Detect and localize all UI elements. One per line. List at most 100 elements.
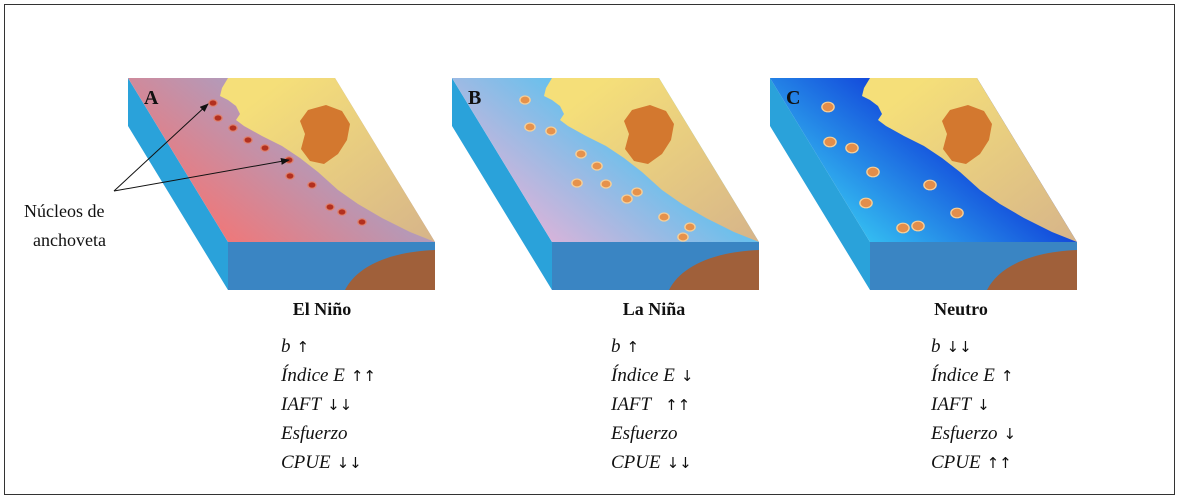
nucleus-core [326,204,334,210]
nucleus-core [924,180,936,190]
ocean-side-face [128,78,228,290]
indicator-row: Esfuerzo [281,419,376,448]
anchovy-nucleus [571,178,583,188]
nucleus-core [358,219,366,225]
nucleus-core [822,102,834,112]
highland-area [624,105,674,164]
anchovy-nucleus [545,126,557,136]
anchovy-nucleus [260,144,270,152]
indicator-list-c: b ↓↓ Índice E ↑ IAFT ↓ Esfuerzo ↓ CPUE ↑↑ [931,332,1016,477]
anchovy-nucleus [228,124,238,132]
anchovy-nucleus [950,207,964,219]
land-cross-section [987,250,1077,290]
nucleus-core [308,182,316,188]
trend-arrows: ↑↑ [665,396,691,414]
caption-la-nina: La Niña [622,299,686,319]
anchovy-nucleus [575,149,587,159]
indicator-name: Esfuerzo [281,423,348,444]
indicator-name: b [611,336,621,357]
indicator-name: Índice E [931,365,995,386]
anchovy-nucleus [677,232,689,242]
land-cross-section [345,250,435,290]
panel-c: C [770,78,1077,290]
trend-arrows: ↓↓ [946,338,972,356]
anchovy-nucleus [859,197,873,209]
nucleus-core [632,188,642,196]
panel-a: A [128,78,435,290]
anchovy-nucleus [307,181,317,189]
nucleus-core [244,137,252,143]
anchovy-nucleus [357,218,367,226]
nucleus-core [824,137,836,147]
indicator-row: CPUE ↓↓ [611,448,693,477]
trend-arrows: ↓ [977,396,990,414]
indicator-name: Índice E [281,365,345,386]
indicator-name: CPUE [931,452,981,473]
highland-area [942,105,992,164]
nucleus-core [520,96,530,104]
anchovy-nucleus [325,203,335,211]
anchovy-nucleus [684,222,696,232]
indicator-row: CPUE ↓↓ [281,448,376,477]
indicator-name: Esfuerzo [611,423,678,444]
indicator-row: Índice E ↓ [611,361,693,390]
anchovy-nucleus [658,212,670,222]
indicator-row: CPUE ↑↑ [931,448,1016,477]
annotation: Núcleos de anchoveta [24,103,290,250]
anchovy-nucleus [243,136,253,144]
annotation-arrow-lower [113,157,290,192]
nucleus-core [525,123,535,131]
indicator-name: b [931,336,941,357]
trend-arrows: ↓ [1003,425,1017,443]
anchovy-nucleus [911,220,925,232]
panel-label: B [468,87,481,109]
trend-arrows: ↓↓ [336,454,362,472]
indicator-name: IAFT [931,394,972,415]
indicator-row: b ↑ [611,332,693,361]
nucleus-core [867,167,879,177]
nucleus-core [622,195,632,203]
annotation-arrow-upper [113,103,209,192]
trend-arrows: ↓↓ [666,454,692,472]
indicator-row: Esfuerzo ↓ [931,419,1016,448]
nucleus-core [592,162,602,170]
nucleus-core [572,179,582,187]
nucleus-core [214,115,222,121]
frame-border [4,4,1175,495]
caption-el-nino: El Niño [292,299,352,319]
panel-group: A B C [128,78,1077,290]
trend-arrows: ↑ [296,338,310,356]
annotation-line: anchoveta [33,230,106,250]
anchovy-nucleus [823,136,837,148]
indicator-name: CPUE [281,452,331,473]
nucleus-core [261,145,269,151]
indicator-name: Esfuerzo [931,423,998,444]
indicator-row: Índice E ↑ [931,361,1016,390]
anchovy-nucleus [600,179,612,189]
anchovy-nucleus [821,101,835,113]
annotation-line: Núcleos de [24,201,104,221]
panel-label: C [786,87,800,109]
indicator-list-a: b ↑ Índice E ↑↑ IAFT ↓↓ Esfuerzo CPUE ↓↓ [281,332,376,477]
nucleus-core [546,127,556,135]
land-cross-section [669,250,759,290]
indicator-row: b ↑ [281,332,376,361]
nucleus-core [209,100,217,106]
anchovy-nucleus [519,95,531,105]
nucleus-core [897,223,909,233]
caption-neutro: Neutro [934,299,988,319]
nucleus-core [601,180,611,188]
nucleus-core [912,221,924,231]
trend-arrows: ↑ [626,338,640,356]
nucleus-core [576,150,586,158]
anchovy-nucleus [845,142,859,154]
nucleus-core [846,143,858,153]
indicator-row: Índice E ↑↑ [281,361,376,390]
indicator-row: IAFT ↓↓ [281,390,376,419]
nucleus-core [685,223,695,231]
indicator-row: IAFT ↑↑ [611,390,693,419]
indicator-row: b ↓↓ [931,332,1016,361]
anchovy-nucleus [208,99,218,107]
indicator-list-b: b ↑ Índice E ↓ IAFT ↑↑ Esfuerzo CPUE ↓↓ [611,332,693,477]
